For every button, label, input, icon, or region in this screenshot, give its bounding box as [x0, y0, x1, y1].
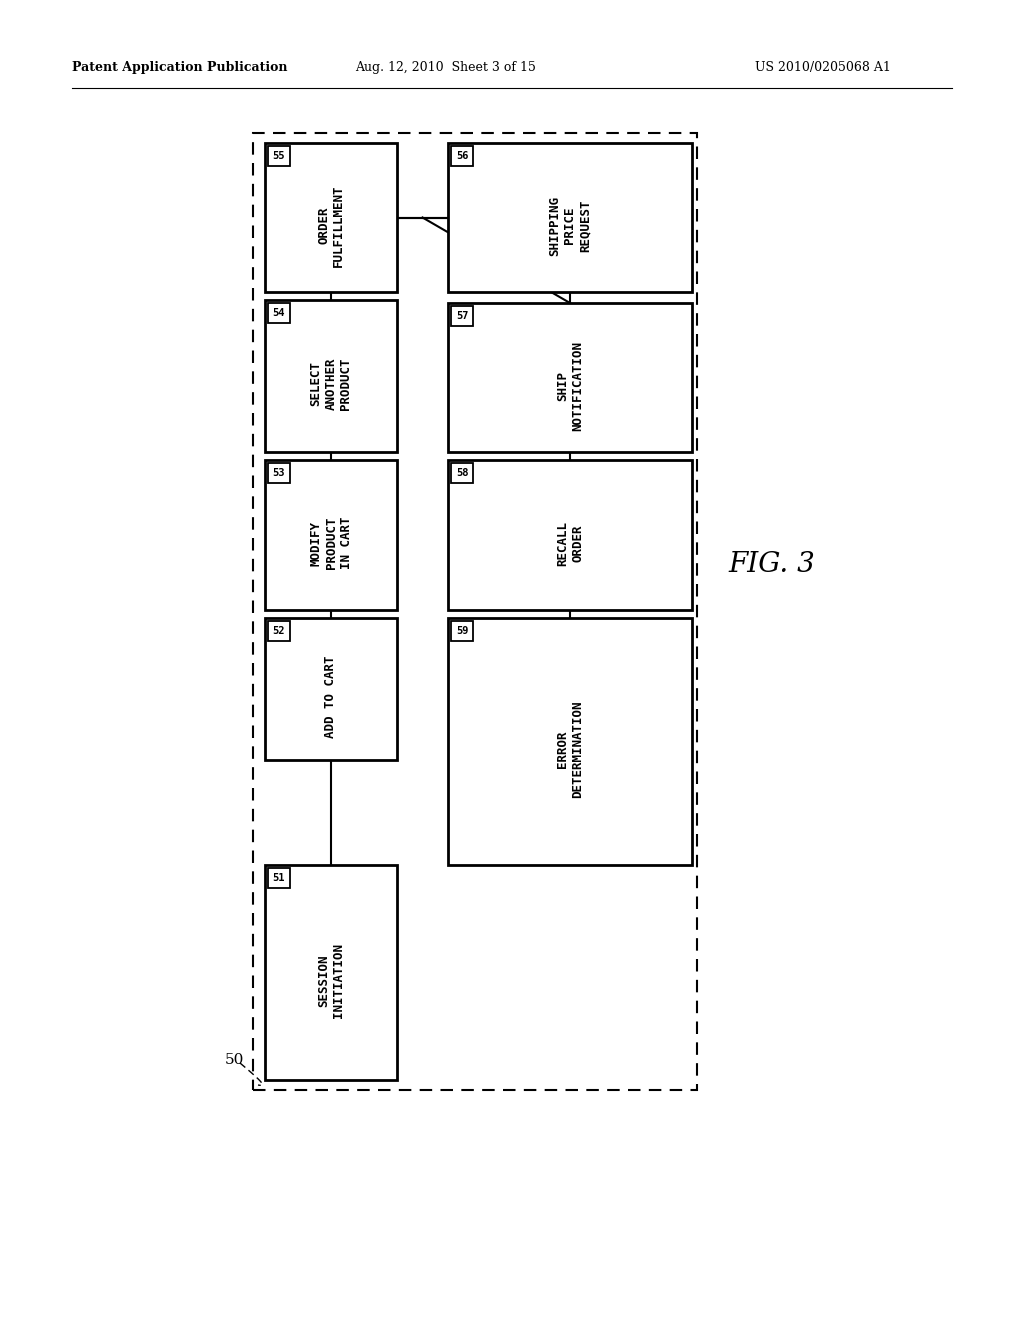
Bar: [268, 147, 290, 166]
Bar: [449, 304, 692, 451]
Bar: [451, 463, 473, 483]
Bar: [449, 143, 692, 292]
Text: Patent Application Publication: Patent Application Publication: [72, 62, 288, 74]
Text: 52: 52: [272, 626, 286, 636]
Bar: [268, 620, 290, 642]
Text: 53: 53: [272, 469, 286, 478]
Text: SELECT
ANOTHER
PRODUCT: SELECT ANOTHER PRODUCT: [309, 358, 352, 411]
Bar: [253, 133, 697, 1090]
Text: MODIFY
PRODUCT
IN CART: MODIFY PRODUCT IN CART: [309, 516, 352, 569]
Text: 58: 58: [456, 469, 468, 478]
Bar: [268, 304, 290, 323]
Text: SHIPPING
PRICE
REQUEST: SHIPPING PRICE REQUEST: [549, 195, 592, 256]
Bar: [265, 865, 397, 1080]
Text: FIG. 3: FIG. 3: [728, 552, 815, 578]
Bar: [449, 459, 692, 610]
Bar: [451, 620, 473, 642]
Bar: [265, 300, 397, 451]
Text: SHIP
NOTIFICATION: SHIP NOTIFICATION: [556, 341, 584, 430]
Text: 54: 54: [272, 308, 286, 318]
Text: RECALL
ORDER: RECALL ORDER: [556, 520, 584, 565]
Bar: [449, 618, 692, 865]
Text: 51: 51: [272, 873, 286, 883]
Bar: [451, 306, 473, 326]
Bar: [451, 147, 473, 166]
Text: 57: 57: [456, 312, 468, 321]
Text: 55: 55: [272, 150, 286, 161]
Text: ERROR
DETERMINATION: ERROR DETERMINATION: [556, 701, 584, 799]
Text: SESSION
INITIATION: SESSION INITIATION: [317, 942, 345, 1018]
Text: ORDER
FULFILLMENT: ORDER FULFILLMENT: [317, 185, 345, 267]
Text: Aug. 12, 2010  Sheet 3 of 15: Aug. 12, 2010 Sheet 3 of 15: [355, 62, 536, 74]
Bar: [265, 618, 397, 760]
Bar: [268, 869, 290, 888]
Text: 56: 56: [456, 150, 468, 161]
Text: 50: 50: [225, 1053, 245, 1067]
Bar: [265, 143, 397, 292]
Text: ADD TO CART: ADD TO CART: [325, 656, 338, 738]
Text: 59: 59: [456, 626, 468, 636]
Bar: [268, 463, 290, 483]
Text: US 2010/0205068 A1: US 2010/0205068 A1: [755, 62, 891, 74]
Bar: [265, 459, 397, 610]
